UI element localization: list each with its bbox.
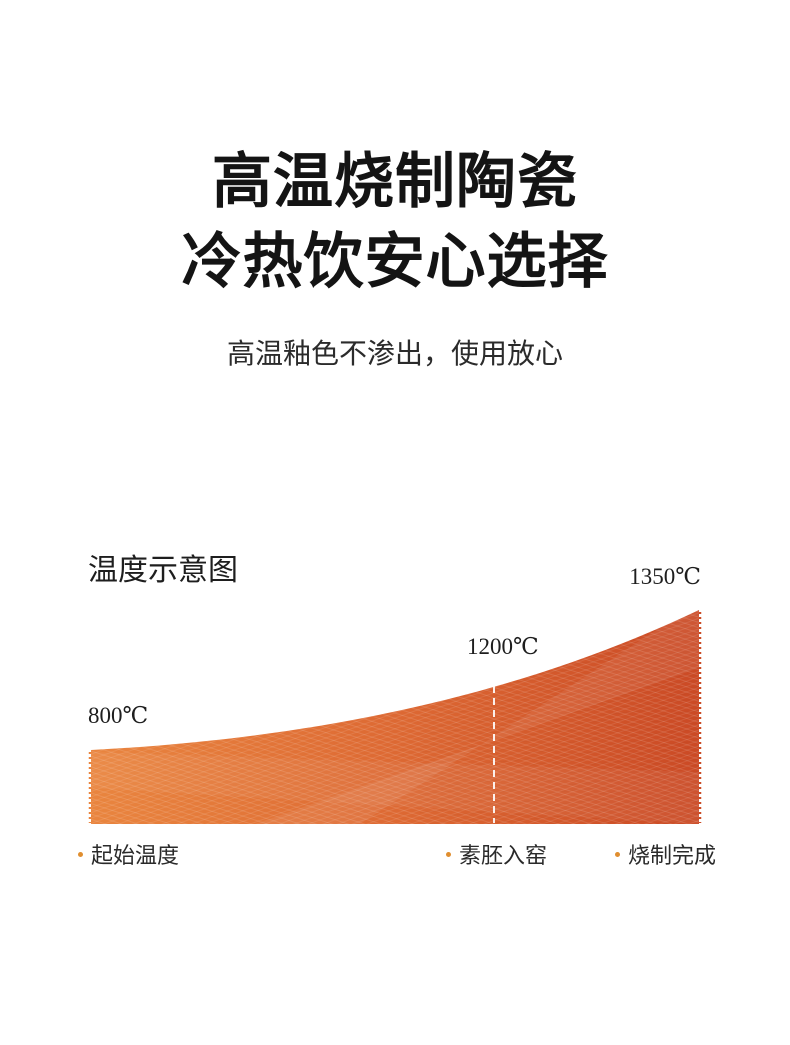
legend-item-kiln: 素胚入窑 bbox=[446, 839, 547, 869]
light-band-falling bbox=[91, 752, 699, 824]
legend-bullet-icon bbox=[615, 851, 620, 857]
legend-bullet-icon bbox=[78, 851, 83, 857]
chart-title: 温度示意图 bbox=[88, 554, 238, 587]
headline-line-2: 冷热饮安心选择 bbox=[181, 229, 609, 295]
temp-label-max: 1350℃ bbox=[629, 564, 701, 589]
legend-bullet-icon bbox=[446, 851, 451, 857]
legend-label: 素胚入窑 bbox=[459, 843, 548, 868]
legend-label: 烧制完成 bbox=[628, 843, 717, 868]
temp-label-mid: 1200℃ bbox=[467, 634, 539, 659]
temp-label-start: 800℃ bbox=[88, 703, 149, 728]
headline-line-1: 高温烧制陶瓷 bbox=[212, 149, 578, 215]
legend-item-start: 起始温度 bbox=[78, 839, 179, 869]
temperature-chart: 温度示意图 1350℃ 1200℃ 800℃ bbox=[0, 540, 790, 880]
mesh-texture bbox=[91, 610, 699, 824]
subtitle: 高温釉色不渗出，使用放心 bbox=[226, 338, 563, 369]
headline: 高温烧制陶瓷 冷热饮安心选择 bbox=[0, 142, 790, 302]
legend-item-finished: 烧制完成 bbox=[615, 839, 716, 869]
legend-label: 起始温度 bbox=[91, 843, 180, 868]
temperature-wedge-graphic bbox=[88, 610, 702, 824]
